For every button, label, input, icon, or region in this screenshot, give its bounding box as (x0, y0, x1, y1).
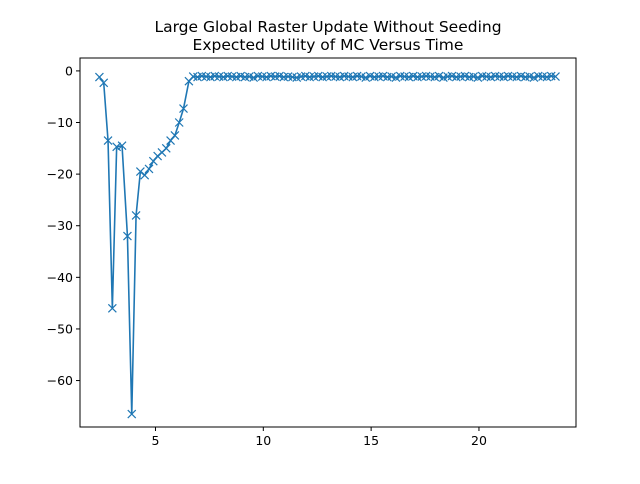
x-tick-label: 20 (471, 433, 487, 448)
data-point-marker (94, 72, 104, 82)
y-tick-label: −60 (47, 373, 73, 388)
plot-area (94, 71, 560, 419)
chart-title-line-1: Large Global Raster Update Without Seedi… (154, 18, 501, 36)
data-point-marker (161, 143, 171, 153)
data-point-marker (112, 142, 122, 152)
data-point-marker (174, 118, 184, 127)
data-point-marker (170, 130, 180, 140)
y-tick-label: −50 (47, 321, 73, 336)
series-line (98, 75, 556, 415)
data-point-marker (144, 164, 154, 174)
data-point-marker (117, 141, 127, 151)
data-point-marker (551, 72, 560, 82)
data-point-marker (140, 170, 150, 180)
data-point-marker (107, 303, 117, 313)
data-point-marker (131, 210, 141, 220)
x-tick-label: 15 (363, 433, 379, 448)
data-point-marker (123, 231, 132, 241)
x-tick-label: 5 (152, 433, 160, 448)
y-tick-label: −20 (47, 167, 73, 182)
chart-title-line-2: Expected Utility of MC Versus Time (193, 36, 464, 54)
data-point-marker (179, 104, 188, 114)
data-point-marker (127, 409, 137, 419)
y-tick-label: −30 (47, 218, 73, 233)
y-tick-label: −10 (47, 115, 73, 130)
axes-frame (79, 57, 577, 428)
y-tick-label: 0 (65, 63, 73, 78)
y-tick-label: −40 (47, 270, 73, 285)
data-point-marker (99, 78, 109, 88)
data-point-marker (103, 136, 113, 145)
x-tick-label: 10 (255, 433, 271, 448)
